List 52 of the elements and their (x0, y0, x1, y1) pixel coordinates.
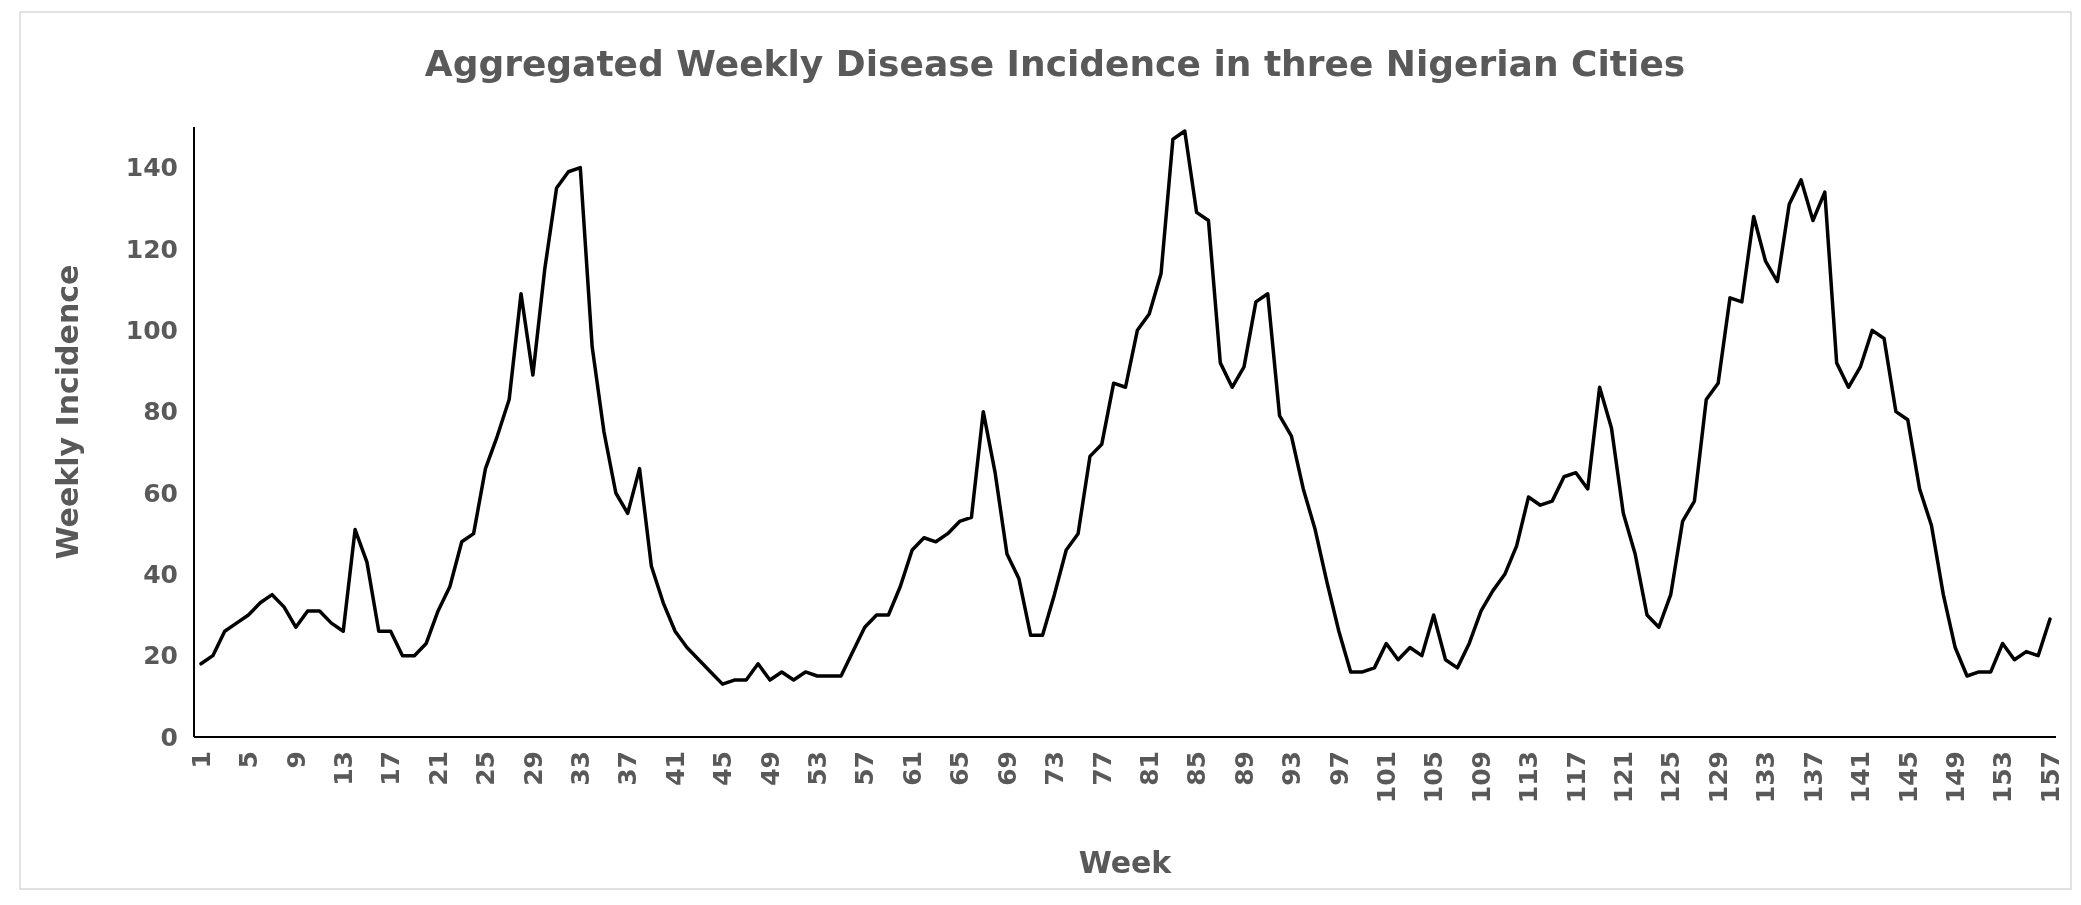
chart-title: Aggregated Weekly Disease Incidence in three Nigerian Cities (424, 43, 1686, 84)
x-tick-label: 65 (945, 751, 975, 786)
x-tick-label: 21 (423, 751, 453, 786)
x-tick-label: 141 (1846, 751, 1876, 804)
x-tick-label: 81 (1134, 751, 1164, 786)
y-tick-label: 120 (125, 234, 178, 264)
x-tick-label: 85 (1182, 751, 1212, 786)
x-tick-label: 73 (1040, 751, 1070, 786)
x-tick-label: 113 (1514, 751, 1544, 804)
x-tick-label: 57 (850, 751, 880, 786)
y-tick-label: 140 (125, 153, 178, 183)
x-tick-label: 49 (755, 751, 785, 786)
y-tick-label: 100 (125, 316, 178, 346)
line-series (199, 129, 2052, 686)
x-tick-label: 153 (1988, 751, 2018, 804)
y-tick-label: 60 (143, 478, 178, 508)
x-tick-label: 25 (471, 751, 501, 786)
x-tick-label: 53 (803, 751, 833, 786)
x-tick-label: 5 (234, 751, 264, 769)
x-tick-label: 145 (1893, 751, 1923, 804)
x-tick-label: 149 (1940, 751, 1970, 804)
x-tick-label: 137 (1798, 751, 1828, 804)
x-tick-label: 13 (328, 751, 358, 786)
x-tick-label: 125 (1656, 751, 1686, 804)
x-tick-label: 33 (566, 751, 596, 786)
x-axis-title: Week (1078, 845, 1173, 880)
x-tick-label: 105 (1419, 751, 1449, 804)
x-tick-label: 9 (281, 751, 311, 769)
x-tick-label: 69 (992, 751, 1022, 786)
x-tick-label: 77 (1087, 751, 1117, 786)
y-tick-label: 80 (143, 397, 178, 427)
x-tick-label: 101 (1372, 751, 1402, 804)
y-tick-label: 40 (143, 560, 178, 590)
x-tick-label: 45 (708, 751, 738, 786)
x-tick-label: 89 (1229, 751, 1259, 786)
y-tick-label: 20 (143, 641, 178, 671)
x-tick-label: 121 (1609, 751, 1639, 804)
y-tick-label: 0 (160, 722, 178, 752)
x-tick-label: 41 (660, 751, 690, 786)
x-tick-label: 61 (897, 751, 927, 786)
x-tick-label: 117 (1561, 751, 1591, 804)
x-tick-label: 133 (1751, 751, 1781, 804)
x-tick-label: 109 (1466, 751, 1496, 804)
x-tick-label: 29 (518, 751, 548, 786)
x-tick-label: 93 (1277, 751, 1307, 786)
x-tick-label: 1 (186, 751, 216, 769)
x-tick-label: 17 (376, 751, 406, 786)
x-tick-label: 129 (1703, 751, 1733, 804)
x-tick-label: 97 (1324, 751, 1354, 786)
x-tick-label: 37 (613, 751, 643, 786)
x-tick-label: 157 (2035, 751, 2065, 804)
y-axis-title: Weekly Incidence (50, 264, 85, 560)
